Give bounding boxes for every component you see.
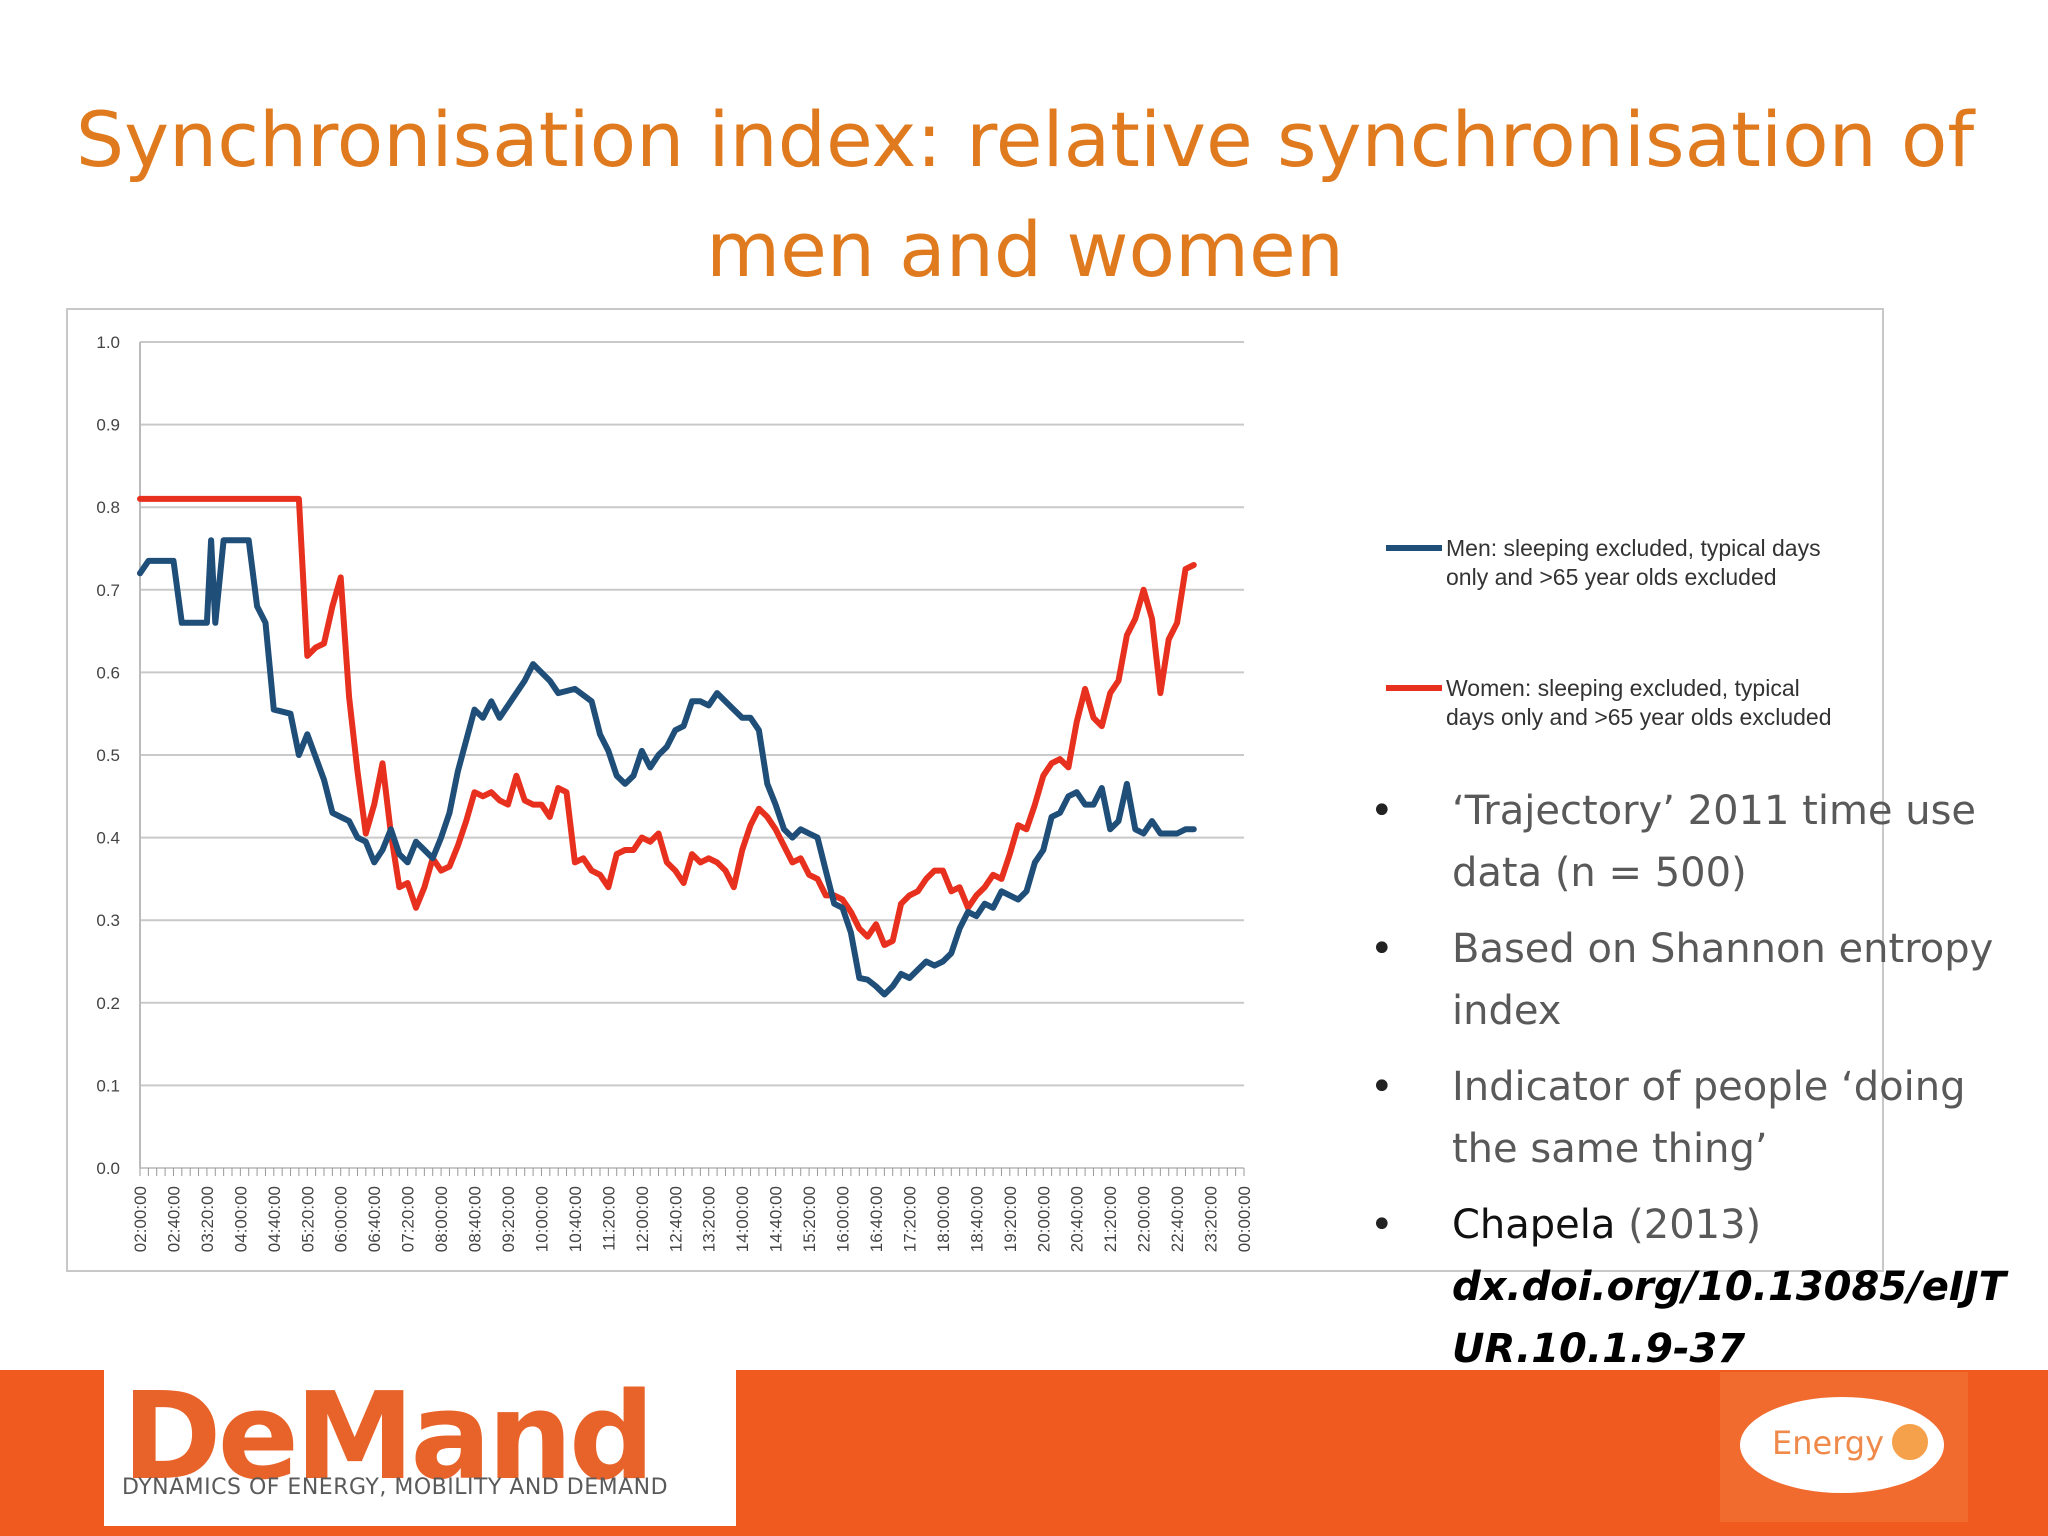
legend-label-men: Men: sleeping excluded, typical days onl… <box>1446 535 1821 590</box>
y-tick-label: 0.2 <box>96 994 120 1013</box>
x-tick-label: 13:20:00 <box>700 1186 719 1252</box>
demand-logo-word: DeMand <box>122 1378 655 1498</box>
citation-doi-link[interactable]: dx.doi.org/10.13085/eIJTUR.10.1.9-37 <box>1452 1264 2006 1372</box>
y-tick-label: 0.7 <box>96 581 120 600</box>
demand-logo: DeMand DYNAMICS OF ENERGY, MOBILITY AND … <box>104 1370 736 1526</box>
bullet-dot: • <box>1370 1202 1394 1248</box>
bullet-dot: • <box>1370 788 1394 834</box>
y-tick-label: 0.5 <box>96 746 120 765</box>
sun-icon <box>1888 1420 1932 1464</box>
x-tick-label: 04:00:00 <box>231 1186 250 1252</box>
demand-logo-tagline: DYNAMICS OF ENERGY, MOBILITY AND DEMAND <box>122 1475 669 1500</box>
x-tick-label: 11:20:00 <box>599 1186 618 1251</box>
x-tick-label: 03:20:00 <box>198 1186 217 1252</box>
x-tick-label: 06:40:00 <box>365 1186 384 1252</box>
x-tick-label: 15:20:00 <box>800 1186 819 1252</box>
bullet-item: • Indicator of people ‘doing the same thi… <box>1370 1056 2030 1180</box>
legend-item-men: Men: sleeping excluded, typical days onl… <box>1386 534 1846 592</box>
slide-title: Synchronisation index: relative synchron… <box>75 95 1975 294</box>
women-series-line <box>137 495 1197 948</box>
x-tick-label: 09:20:00 <box>499 1186 518 1252</box>
bullet-text: ‘Trajectory’ 2011 time use data (n = 500… <box>1452 788 1977 896</box>
y-tick-label: 0.8 <box>96 498 120 517</box>
y-tick-label: 0.1 <box>96 1076 120 1095</box>
legend-swatch-men <box>1386 545 1442 551</box>
x-tick-label: 08:00:00 <box>432 1186 451 1252</box>
x-tick-label: 10:00:00 <box>532 1186 551 1252</box>
x-tick-label: 14:00:00 <box>733 1186 752 1252</box>
legend-item-women: Women: sleeping excluded, typical days o… <box>1386 674 1846 732</box>
y-tick-label: 1.0 <box>96 333 120 352</box>
energy-logo-text: Energy <box>1772 1424 1885 1462</box>
x-tick-label: 02:40:00 <box>164 1186 183 1252</box>
bullet-item: • Based on Shannon entropy index <box>1370 918 2030 1042</box>
bullet-item: • Chapela (2013) dx.doi.org/10.13085/eIJTU… <box>1370 1194 2030 1380</box>
y-tick-label: 0.6 <box>96 663 120 682</box>
x-tick-label: 05:20:00 <box>298 1186 317 1252</box>
legend-label-women: Women: sleeping excluded, typical days o… <box>1446 675 1832 730</box>
x-tick-label: 20:40:00 <box>1068 1186 1087 1252</box>
line-chart: 0.0 0.1 0.2 0.3 0.4 0.5 0.6 0.7 0.8 0.9 1.0 02:00:… <box>96 333 1254 1252</box>
x-tick-label: 12:40:00 <box>666 1186 685 1252</box>
x-tick-label: 08:40:00 <box>466 1186 485 1252</box>
men-series-line <box>137 537 1197 998</box>
chart-frame: 0.0 0.1 0.2 0.3 0.4 0.5 0.6 0.7 0.8 0.9 1.0 02:00:… <box>66 308 1884 1272</box>
bullet-dot: • <box>1370 1064 1394 1110</box>
x-tick-label: 18:00:00 <box>934 1186 953 1252</box>
x-tick-label: 19:20:00 <box>1001 1186 1020 1252</box>
x-tick-label: 21:20:00 <box>1101 1186 1120 1252</box>
y-tick-label: 0.4 <box>96 829 120 848</box>
x-tick-label: 20:00:00 <box>1034 1186 1053 1252</box>
x-tick-label: 18:40:00 <box>967 1186 986 1252</box>
x-tick-label: 07:20:00 <box>399 1186 418 1252</box>
x-tick-label: 00:00:00 <box>1235 1186 1254 1252</box>
x-tick-label: 16:40:00 <box>867 1186 886 1252</box>
bullet-list: • ‘Trajectory’ 2011 time use data (n = 50… <box>1370 780 2030 1394</box>
x-tick-label: 02:00:00 <box>131 1186 150 1252</box>
demand-logo-text: DeMand <box>122 1368 655 1507</box>
x-tick-label: 17:20:00 <box>900 1186 919 1252</box>
y-tick-label: 0.3 <box>96 911 120 930</box>
x-tick-label: 10:40:00 <box>566 1186 585 1252</box>
x-tick-label: 22:00:00 <box>1135 1186 1154 1252</box>
x-tick-label: 12:00:00 <box>633 1186 652 1252</box>
citation-year: (2013) <box>1615 1202 1762 1248</box>
x-tick-label: 23:20:00 <box>1202 1186 1221 1252</box>
citation-author: Chapela <box>1452 1202 1616 1248</box>
bullet-text: Indicator of people ‘doing the same thin… <box>1452 1064 1966 1172</box>
x-tick-label: 16:00:00 <box>834 1186 853 1252</box>
bullet-dot: • <box>1370 926 1394 972</box>
y-tick-label: 0.0 <box>96 1159 120 1178</box>
energy-logo: Energy <box>1720 1372 1968 1522</box>
x-tick-label: 04:40:00 <box>265 1186 284 1252</box>
x-tick-label: 22:40:00 <box>1168 1186 1187 1252</box>
legend-swatch-women <box>1386 685 1442 691</box>
x-tick-label: 06:00:00 <box>332 1186 351 1252</box>
bullet-item: • ‘Trajectory’ 2011 time use data (n = 50… <box>1370 780 2030 904</box>
x-tick-label: 14:40:00 <box>767 1186 786 1252</box>
y-tick-label: 0.9 <box>96 416 120 435</box>
bullet-text: Based on Shannon entropy index <box>1452 926 1994 1034</box>
